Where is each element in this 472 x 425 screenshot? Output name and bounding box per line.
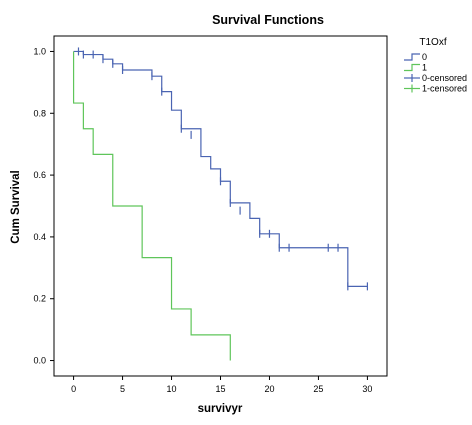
chart-title: Survival Functions xyxy=(212,13,324,27)
x-tick-label: 25 xyxy=(313,384,323,394)
series-layer xyxy=(72,47,369,361)
x-tick-label: 10 xyxy=(167,384,177,394)
y-tick-label: 1.0 xyxy=(33,46,46,56)
y-axis-title: Cum Survival xyxy=(10,170,22,244)
x-tick-label: 30 xyxy=(362,384,372,394)
y-tick-label: 0.0 xyxy=(33,356,46,366)
x-tick-label: 0 xyxy=(71,384,76,394)
legend-entry-label: 0-censored xyxy=(422,73,467,83)
x-tick-label: 5 xyxy=(120,384,125,394)
y-tick-label: 0.4 xyxy=(33,232,46,242)
plot-area xyxy=(53,35,388,377)
y-tick-label: 0.8 xyxy=(33,108,46,118)
legend-entry-label: 1-censored xyxy=(422,84,467,94)
axes: 0 5 10 15 20 25 30 0.0 0.2 0.4 0.6 0.8 1.0 xyxy=(33,46,372,394)
y-tick-label: 0.6 xyxy=(33,170,46,180)
legend-entry-label: 1 xyxy=(422,63,427,73)
legend-step-swatch xyxy=(404,63,420,72)
y-tick-label: 0.2 xyxy=(33,294,46,304)
x-axis-title: survivyr xyxy=(198,403,243,415)
legend-title: T1Oxf xyxy=(419,37,446,48)
x-tick-label: 15 xyxy=(215,384,225,394)
series-1-step-line xyxy=(72,51,231,361)
x-tick-label: 20 xyxy=(264,384,274,394)
legend-entry-label: 0 xyxy=(422,52,427,62)
legend-step-swatch xyxy=(404,53,420,61)
